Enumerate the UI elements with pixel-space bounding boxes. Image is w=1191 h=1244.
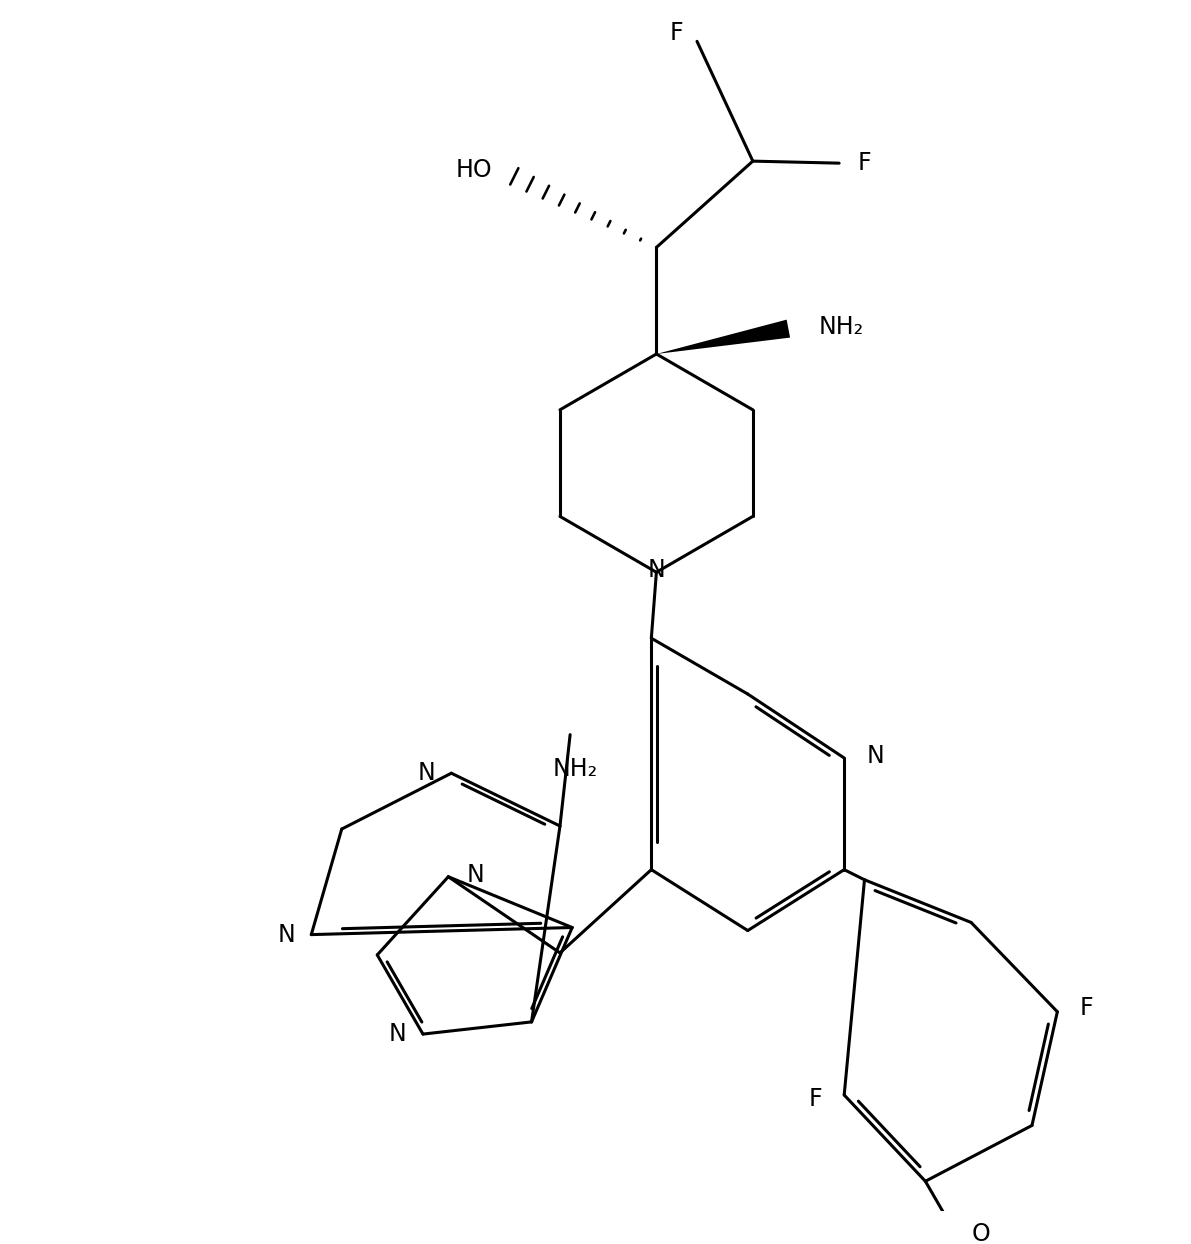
Text: F: F (858, 152, 871, 175)
Text: N: N (467, 863, 485, 887)
Text: F: F (1080, 995, 1093, 1020)
Text: N: N (417, 761, 435, 785)
Text: N: N (867, 744, 884, 768)
Text: NH₂: NH₂ (553, 756, 598, 781)
Text: N: N (389, 1023, 406, 1046)
Text: O: O (972, 1222, 991, 1244)
Text: N: N (648, 559, 666, 582)
Polygon shape (656, 320, 790, 355)
Text: N: N (278, 923, 295, 947)
Text: F: F (809, 1087, 822, 1111)
Text: F: F (669, 21, 682, 45)
Text: HO: HO (455, 158, 492, 183)
Text: NH₂: NH₂ (819, 315, 863, 338)
